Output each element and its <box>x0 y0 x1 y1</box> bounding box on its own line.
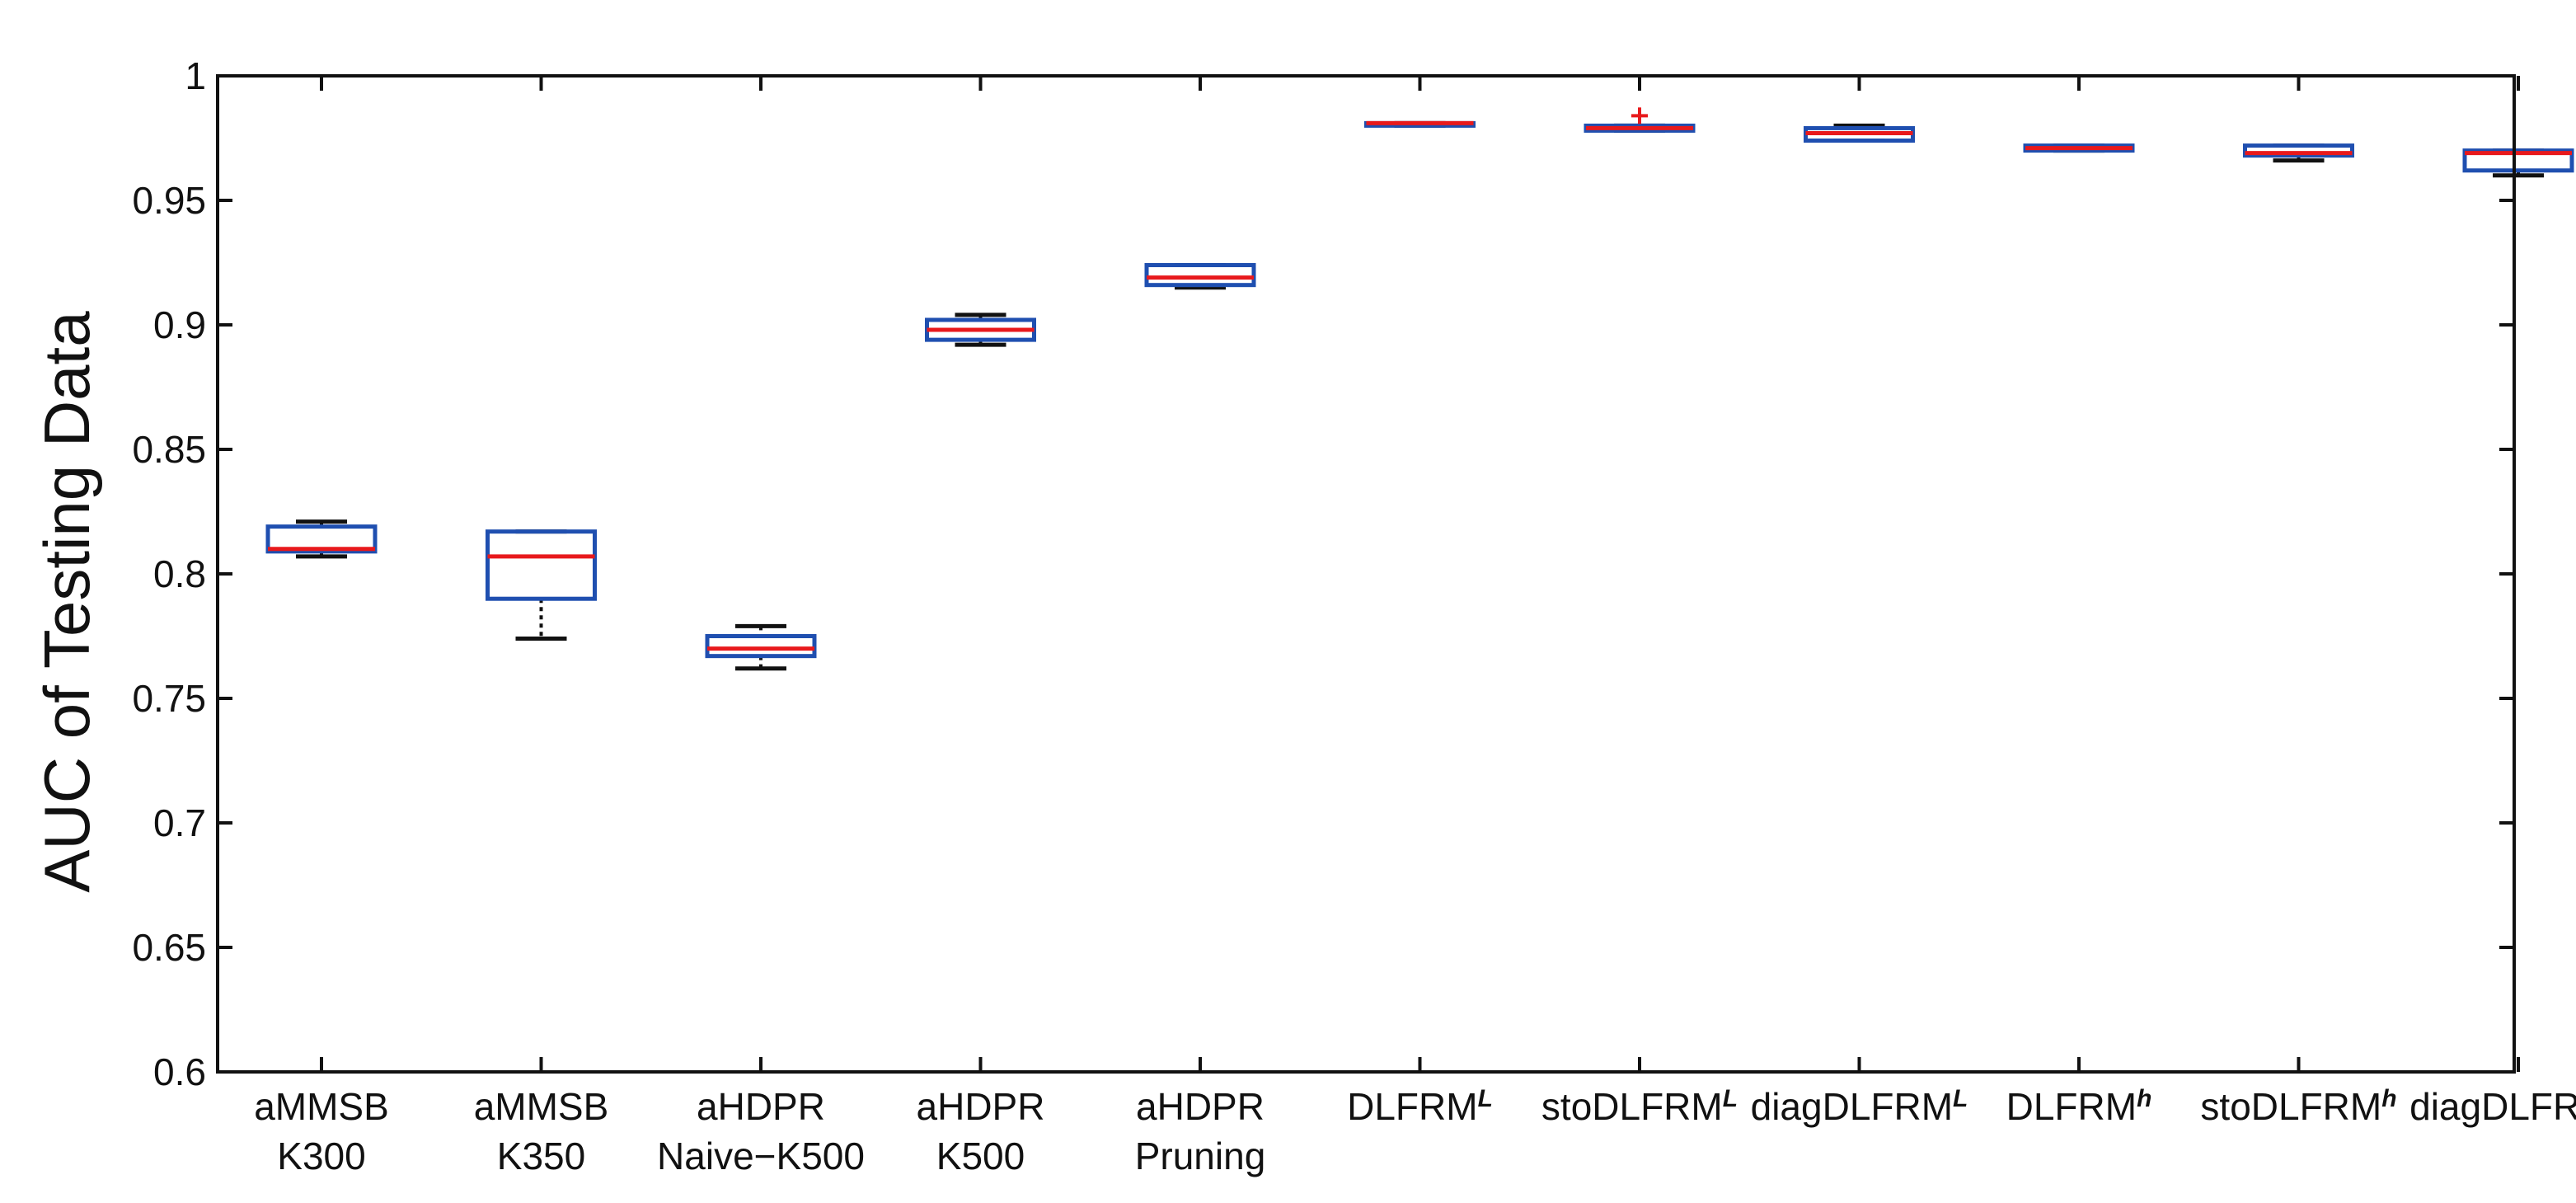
box-iqr <box>705 634 817 659</box>
x-axis-ticks <box>320 76 2520 1072</box>
x-category-label-line2: K500 <box>936 1135 1025 1177</box>
box-11 <box>2462 148 2574 178</box>
y-tick-label: 0.6 <box>153 1050 206 1093</box>
x-category-label: aHDPR <box>1136 1085 1265 1128</box>
x-category-label: aHDPR <box>697 1085 825 1128</box>
box-7 <box>1584 107 1696 133</box>
y-tick-label: 0.85 <box>132 428 206 471</box>
box-9 <box>2023 143 2135 153</box>
x-category-label: aMMSB <box>474 1085 609 1128</box>
x-category-label-line2: K300 <box>277 1135 365 1177</box>
box-2 <box>486 529 597 641</box>
box-iqr <box>486 529 597 601</box>
box-3 <box>705 623 817 671</box>
box-iqr <box>2462 148 2574 173</box>
y-axis-ticks: 0.6 0.65 0.7 0.75 0.8 0.85 0.9 0.95 1 <box>132 54 2514 1093</box>
box-10 <box>2243 143 2354 163</box>
x-category-label: aHDPR <box>917 1085 1045 1128</box>
x-category-label: stoDLFRML <box>1541 1085 1738 1128</box>
x-category-label-line2: Pruning <box>1135 1135 1266 1177</box>
box-1 <box>265 519 378 559</box>
y-tick-label: 0.8 <box>153 552 206 595</box>
x-category-label: aMMSB <box>254 1085 389 1128</box>
x-category-label: stoDLFRMh <box>2200 1085 2396 1128</box>
box-4 <box>925 312 1036 347</box>
y-tick-label: 0.9 <box>153 303 206 346</box>
x-category-label-line2: Naive−K500 <box>657 1135 865 1177</box>
box-8 <box>1804 123 1915 143</box>
box-iqr <box>2243 143 2354 158</box>
x-axis-category-labels: aMMSB K300 aMMSB K350 aHDPR Naive−K500 aHDPR K5… <box>254 1085 2576 1177</box>
y-axis-label: AUC of Testing Data <box>30 311 103 893</box>
box-6 <box>1364 120 1476 128</box>
x-category-label: diagDLFRMh <box>2409 1085 2576 1128</box>
x-category-label: diagDLFRML <box>1751 1085 1968 1128</box>
box-iqr <box>1144 263 1256 288</box>
box-iqr <box>265 524 378 554</box>
plot-area-frame <box>216 74 2516 1074</box>
x-category-label: DLFRML <box>1347 1085 1493 1128</box>
y-tick-label: 1 <box>185 54 206 97</box>
y-tick-label: 0.75 <box>132 677 206 720</box>
x-category-label: DLFRMh <box>2006 1085 2152 1128</box>
y-axis-label-group: AUC of Testing Data <box>30 311 103 893</box>
x-category-label-line2: K350 <box>497 1135 585 1177</box>
box-series <box>265 107 2574 671</box>
y-tick-label: 0.95 <box>132 179 206 222</box>
box-5 <box>1144 263 1256 290</box>
y-tick-label: 0.7 <box>153 801 206 844</box>
y-tick-label: 0.65 <box>132 926 206 969</box>
